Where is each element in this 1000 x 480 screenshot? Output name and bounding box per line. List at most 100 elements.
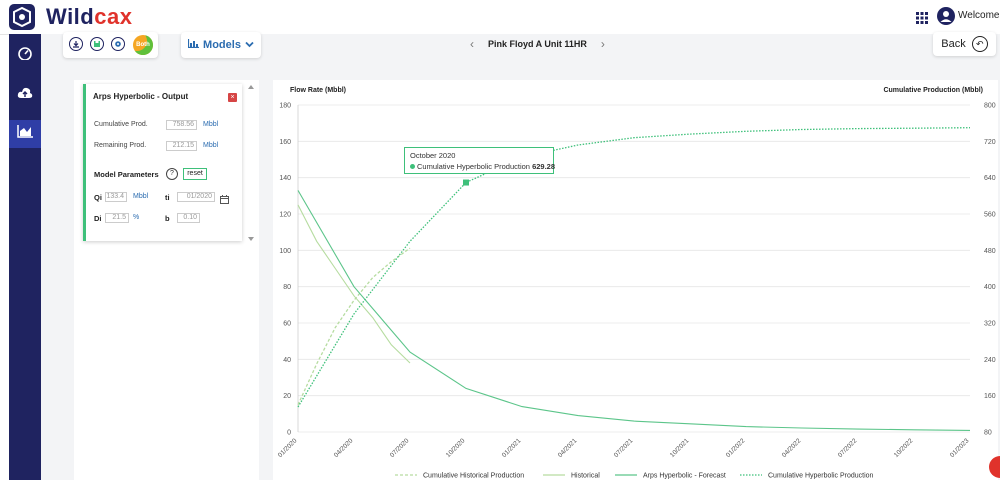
x-tick: 01/2020 xyxy=(277,437,299,459)
x-tick: 04/2022 xyxy=(781,437,803,459)
qi-unit: Mbbl xyxy=(133,193,149,200)
x-tick: 04/2021 xyxy=(557,437,579,459)
y-right-tick: 640 xyxy=(984,175,996,182)
di-label: Di xyxy=(94,214,102,223)
y-right-tick: 800 xyxy=(984,103,996,110)
legend-label[interactable]: Historical xyxy=(571,473,600,480)
dashboard-icon xyxy=(18,46,32,65)
x-tick: 04/2020 xyxy=(333,437,355,459)
models-label: Models xyxy=(203,39,241,51)
both-toggle-button[interactable]: Both xyxy=(133,35,153,55)
close-icon[interactable]: × xyxy=(228,93,237,102)
di-input[interactable]: 21.5 xyxy=(105,213,129,223)
x-tick: 07/2020 xyxy=(389,437,411,459)
sidebar-item-charts[interactable] xyxy=(9,120,41,148)
b-label: b xyxy=(165,214,170,223)
y-left-tick: 60 xyxy=(283,321,291,328)
logo-icon[interactable] xyxy=(9,4,35,30)
calendar-icon[interactable] xyxy=(220,191,229,209)
brand-main: Wild xyxy=(46,4,95,29)
ti-input[interactable]: 01/2020 xyxy=(177,192,215,202)
save-icon[interactable] xyxy=(90,37,104,51)
previous-well-chevron-icon[interactable]: ‹ xyxy=(470,37,474,51)
bar-chart-icon xyxy=(187,39,200,51)
x-tick: 01/2023 xyxy=(949,437,971,459)
user-avatar-icon[interactable] xyxy=(937,7,955,25)
tooltip-dot xyxy=(410,164,415,169)
x-tick: 10/2022 xyxy=(893,437,915,459)
legend-label[interactable]: Cumulative Hyperbolic Production xyxy=(768,473,874,480)
cum-prod-label: Cumulative Prod. xyxy=(94,121,148,128)
x-tick: 01/2021 xyxy=(501,437,523,459)
y-right-tick: 480 xyxy=(984,248,996,255)
y-left-tick: 120 xyxy=(279,212,291,219)
legend-label[interactable]: Cumulative Historical Production xyxy=(423,473,524,480)
y-left-tick: 40 xyxy=(283,357,291,364)
back-label: Back xyxy=(941,38,966,50)
toolbar: Both xyxy=(63,32,158,58)
y-left-axis-title: Flow Rate (Mbbl) xyxy=(290,87,346,94)
highlight-point[interactable] xyxy=(463,179,469,186)
help-fab-button[interactable] xyxy=(989,456,1000,478)
series-line xyxy=(297,127,971,408)
series-line xyxy=(297,204,411,364)
y-right-tick: 160 xyxy=(984,393,996,400)
chevron-down-icon xyxy=(245,39,254,51)
output-title: Arps Hyperbolic - Output xyxy=(93,92,189,101)
y-right-tick: 720 xyxy=(984,139,996,146)
tooltip-date: October 2020 xyxy=(410,151,456,160)
y-left-tick: 160 xyxy=(279,139,291,146)
qi-input[interactable]: 133.4 xyxy=(105,192,127,202)
y-right-axis-title: Cumulative Production (Mbbl) xyxy=(883,87,983,94)
x-tick: 07/2022 xyxy=(837,437,859,459)
y-right-tick: 240 xyxy=(984,357,996,364)
next-well-chevron-icon[interactable]: › xyxy=(600,37,605,51)
well-navigator: ‹ Pink Floyd A Unit 11HR › xyxy=(470,37,605,51)
cum-prod-field: 758.56 xyxy=(166,120,197,130)
y-right-tick: 80 xyxy=(984,430,992,437)
legend-label[interactable]: Arps Hyperbolic - Forecast xyxy=(643,473,726,480)
sidebar-item-upload[interactable] xyxy=(9,81,41,109)
cloud-upload-icon xyxy=(17,86,33,105)
brand-accent: cax xyxy=(94,4,133,29)
y-left-tick: 0 xyxy=(287,430,291,437)
series-line xyxy=(297,247,411,406)
rem-prod-field: 212.15 xyxy=(166,141,197,151)
panel-scrollbar[interactable] xyxy=(247,84,255,244)
chart-panel xyxy=(273,80,998,480)
y-left-tick: 180 xyxy=(279,103,291,110)
b-input[interactable]: 0.10 xyxy=(177,213,200,223)
x-tick: 07/2021 xyxy=(613,437,635,459)
sidebar-item-dashboard[interactable] xyxy=(9,41,41,69)
qi-label: Qi xyxy=(94,193,102,202)
cum-prod-unit: Mbbl xyxy=(203,121,219,128)
y-left-tick: 100 xyxy=(279,248,291,255)
ti-label: ti xyxy=(165,193,170,202)
rem-prod-unit: Mbbl xyxy=(203,142,219,149)
brand-logo[interactable]: Wildcax xyxy=(46,4,132,30)
y-left-tick: 80 xyxy=(283,284,291,291)
help-icon[interactable]: ? xyxy=(166,168,178,180)
model-params-label: Model Parameters xyxy=(94,170,159,179)
y-left-tick: 20 xyxy=(283,393,291,400)
tooltip-value: 629.28 xyxy=(532,162,556,171)
download-icon[interactable] xyxy=(69,37,83,51)
area-chart-icon xyxy=(17,125,33,143)
y-left-tick: 140 xyxy=(279,175,291,182)
settings-icon[interactable] xyxy=(111,37,125,51)
well-name: Pink Floyd A Unit 11HR xyxy=(488,39,587,49)
output-card: Arps Hyperbolic - Output × Cumulative Pr… xyxy=(83,84,242,241)
top-bar: Wildcax Welcome U xyxy=(0,0,1000,35)
chart-tooltip: October 2020 Cumulative Hyperbolic Produ… xyxy=(404,147,556,174)
back-button[interactable]: Back ↶ xyxy=(933,32,996,56)
apps-grid-icon[interactable] xyxy=(916,11,928,24)
models-dropdown[interactable]: Models xyxy=(181,32,261,58)
di-unit: % xyxy=(133,214,140,221)
rem-prod-label: Remaining Prod. xyxy=(94,142,147,149)
y-right-tick: 320 xyxy=(984,321,996,328)
x-tick: 01/2022 xyxy=(725,437,747,459)
welcome-text[interactable]: Welcome U xyxy=(958,10,1000,21)
back-arrow-icon: ↶ xyxy=(971,36,988,52)
reset-button[interactable]: reset xyxy=(183,168,207,180)
